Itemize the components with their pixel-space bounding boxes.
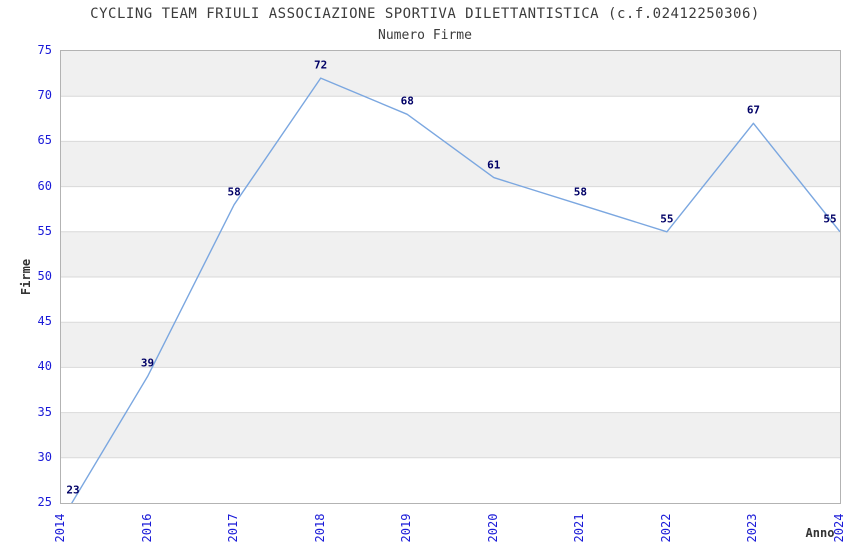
y-tick-label: 55	[37, 223, 52, 238]
y-tick-label: 45	[37, 314, 52, 329]
y-tick-label: 40	[37, 359, 52, 374]
y-tick-label: 30	[37, 449, 52, 464]
background-band	[61, 51, 840, 97]
y-tick-label: 75	[37, 43, 52, 57]
line-series-canvas	[61, 51, 840, 503]
x-tick-label: 2018	[312, 513, 327, 543]
x-axis-title: Anno	[805, 526, 835, 540]
x-tick-label: 2016	[139, 513, 154, 543]
x-tick-label: 2020	[485, 513, 500, 543]
series-line	[71, 77, 840, 503]
plot-area: 23 39 58 72 68 61 58 55 67 55	[60, 50, 841, 504]
x-tick-label: 2017	[226, 513, 241, 543]
data-point-label: 68	[400, 94, 414, 108]
x-tick-label: 2023	[745, 513, 760, 543]
data-point-label: 55	[660, 212, 674, 226]
x-tick-label: 2019	[399, 513, 414, 543]
data-point-label: 39	[140, 356, 155, 370]
chart-subtitle: Numero Firme	[378, 28, 472, 43]
data-point-label: 58	[227, 185, 241, 199]
y-tick-label: 65	[37, 133, 52, 148]
background-band	[61, 231, 840, 277]
x-tick-label: 2021	[572, 513, 587, 543]
y-tick-label: 50	[37, 269, 52, 283]
data-point-label: 58	[573, 185, 587, 199]
y-axis-title: Firme	[19, 258, 33, 296]
x-tick-label: 2014	[53, 513, 67, 543]
y-tick-label: 60	[37, 178, 52, 193]
data-point-label: 72	[314, 58, 328, 72]
chart-title: CYCLING TEAM FRIULI ASSOCIAZIONE SPORTIV…	[90, 6, 760, 22]
background-band	[61, 141, 840, 187]
data-point-label: 23	[66, 483, 80, 497]
data-point-label: 55	[823, 212, 837, 226]
data-point-label: 67	[746, 103, 761, 117]
background-band	[61, 412, 840, 458]
y-tick-label: 70	[37, 88, 52, 103]
y-tick-label: 35	[37, 404, 52, 419]
y-tick-label: 25	[37, 495, 52, 509]
background-band	[61, 322, 840, 368]
x-tick-label: 2022	[658, 513, 673, 543]
data-point-label: 61	[487, 158, 501, 172]
